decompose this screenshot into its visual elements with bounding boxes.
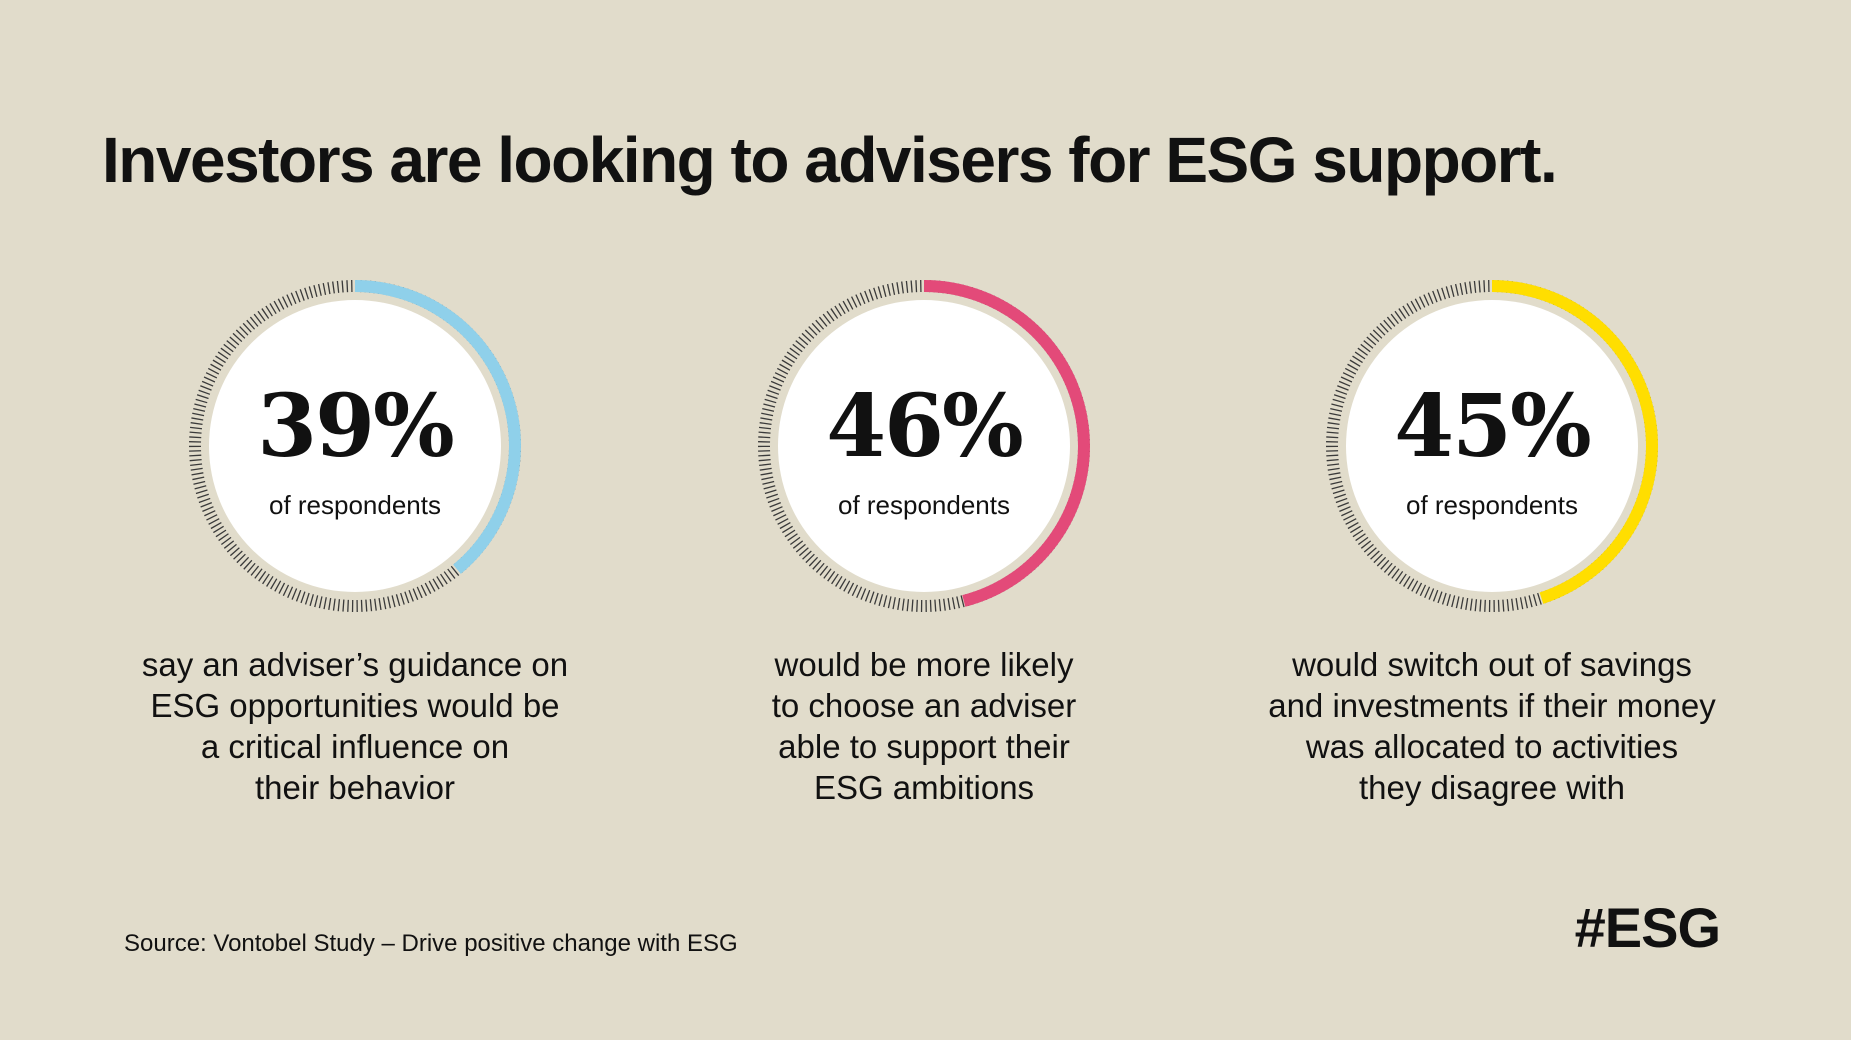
donut-svg [189,280,521,612]
hashtag-label: #ESG [1574,896,1721,959]
page-title: Investors are looking to advisers for ES… [102,124,1558,196]
description-line: able to support their [778,728,1070,765]
description-line: their behavior [255,769,455,806]
description-line: ESG opportunities would be [150,687,560,724]
donut-chart: 46% of respondents [754,276,1094,616]
donut-svg [1326,280,1658,612]
donut-center [778,300,1070,592]
donut-center [1346,300,1638,592]
description-line: would be more likely [774,646,1074,683]
stat-description: would switch out of savings and investme… [1212,644,1772,808]
percentage-value: 45% [1394,376,1591,477]
description-line: say an adviser’s guidance on [141,646,569,683]
description-line: a critical influence on [200,728,510,765]
percentage-value: 39% [257,376,454,477]
donut-chart: 45% of respondents [1322,276,1662,616]
percentage-sublabel: of respondents [268,490,441,520]
stat-description: would be more likely to choose an advise… [644,644,1204,808]
description-line: to choose an adviser [771,687,1077,724]
donut-value-arc [1491,280,1658,604]
description-line: ESG ambitions [813,769,1035,806]
percentage-sublabel: of respondents [837,490,1010,520]
percentage-sublabel: of respondents [1405,490,1578,520]
source-note: Source: Vontobel Study – Drive positive … [124,930,738,957]
description-line: and investments if their money [1268,687,1716,724]
description-line: was allocated to activities [1305,728,1679,765]
description-line: they disagree with [1359,769,1625,806]
description-line: would switch out of savings [1292,646,1692,683]
stat-description: say an adviser’s guidance on ESG opportu… [75,644,635,808]
percentage-value: 46% [826,376,1023,477]
donut-svg [758,280,1090,612]
donut-chart: 39% of respondents [185,276,525,616]
donut-center [209,300,501,592]
donut-value-arc [354,280,521,574]
donut-value-arc [923,280,1090,607]
